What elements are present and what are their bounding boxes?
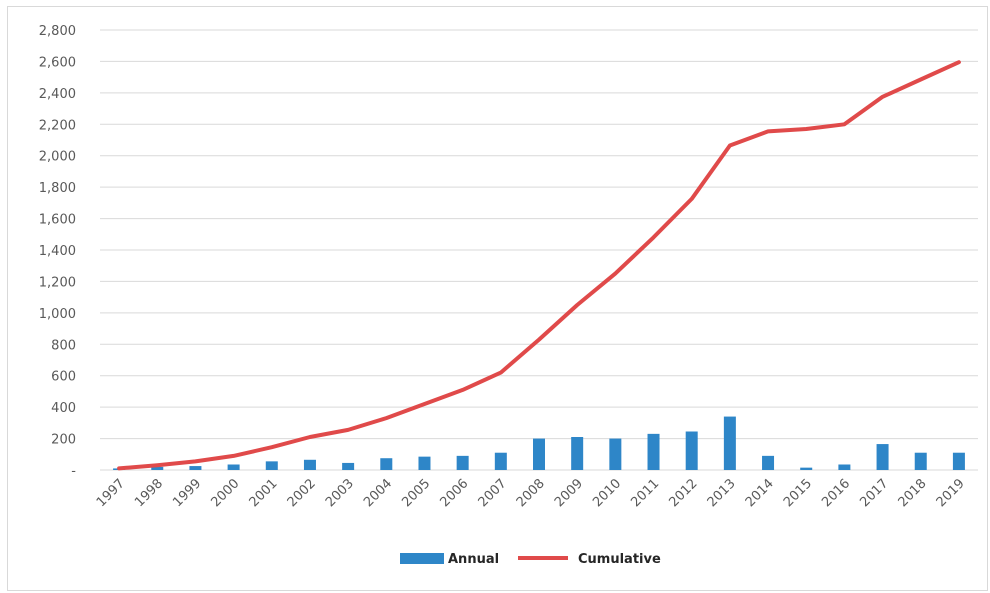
annual-bar: [952, 452, 965, 470]
y-tick-label: 1,000: [39, 307, 76, 322]
legend-swatch-annual: [400, 553, 444, 564]
gridlines: [100, 29, 978, 471]
annual-bar: [533, 438, 545, 470]
x-axis-ticks: 1997 1998 1999 2000 2001 2002 2003 2004 2005 2006…: [94, 476, 968, 510]
annual-bar: [418, 456, 431, 470]
annual-bar: [800, 467, 813, 470]
legend-label-cumulative: Cumulative: [578, 552, 661, 567]
annual-bar: [571, 437, 584, 470]
x-tick-label: 2005: [399, 476, 433, 510]
y-tick-label: 2,000: [39, 150, 76, 165]
y-tick-label: 600: [51, 370, 76, 385]
y-tick-label: 2,200: [39, 118, 76, 133]
x-tick-label: 2009: [552, 476, 586, 510]
x-tick-label: 2017: [857, 476, 891, 510]
y-tick-label: -: [71, 464, 76, 479]
y-tick-label: 200: [51, 433, 76, 448]
annual-bar: [647, 433, 660, 470]
x-tick-label: 2015: [781, 476, 815, 510]
y-axis-ticks: - 200 400 600 800 1,000 1,200 1,400 1,600 1,800 2,…: [39, 24, 77, 479]
y-tick-label: 1,400: [39, 244, 76, 259]
x-tick-label: 2018: [896, 476, 930, 510]
annual-bar: [189, 466, 202, 470]
annual-bar: [723, 416, 736, 470]
annual-bar: [838, 464, 851, 470]
y-tick-label: 1,200: [39, 275, 76, 290]
annual-bar: [914, 452, 927, 470]
annual-bar: [609, 438, 622, 470]
annual-bar: [494, 452, 507, 470]
y-tick-label: 1,600: [39, 213, 76, 228]
y-tick-label: 800: [51, 338, 76, 353]
annual-bar: [456, 455, 469, 470]
cumulative-line-group: [117, 60, 961, 471]
x-tick-label: 2011: [628, 476, 662, 510]
annual-bar: [342, 462, 355, 470]
annual-bar: [762, 455, 775, 470]
x-tick-label: 2019: [934, 476, 968, 510]
annual-bar: [380, 458, 393, 470]
annual-bar: [265, 461, 278, 470]
x-tick-label: 2004: [361, 476, 395, 510]
x-tick-label: 2013: [705, 476, 739, 510]
annual-bars: [113, 416, 965, 470]
x-tick-label: 2002: [285, 476, 319, 510]
chart-frame: [7, 6, 988, 591]
x-tick-label: 1998: [132, 476, 166, 510]
x-tick-label: 1997: [94, 476, 128, 510]
x-tick-label: 2016: [819, 476, 853, 510]
x-tick-label: 2014: [743, 476, 777, 510]
annual-bar: [303, 459, 316, 470]
y-tick-label: 1,800: [39, 181, 76, 196]
cumulative-line: [117, 60, 961, 471]
y-tick-label: 2,800: [39, 24, 76, 39]
x-tick-label: 2012: [667, 476, 701, 510]
annual-bar: [151, 466, 164, 470]
x-tick-label: 1999: [170, 476, 204, 510]
annual-bar: [685, 431, 698, 470]
x-tick-label: 2003: [323, 476, 357, 510]
x-tick-label: 2000: [208, 476, 242, 510]
y-tick-label: 400: [51, 401, 76, 416]
x-tick-label: 2010: [590, 476, 624, 510]
y-tick-label: 2,600: [39, 55, 76, 70]
legend: Annual Cumulative: [400, 552, 661, 567]
y-tick-label: 2,400: [39, 87, 76, 102]
x-tick-label: 2001: [247, 476, 281, 510]
annual-bar: [227, 464, 240, 470]
x-tick-label: 2006: [437, 476, 471, 510]
x-tick-label: 2008: [514, 476, 548, 510]
annual-bar: [876, 444, 889, 470]
legend-label-annual: Annual: [448, 552, 499, 567]
x-tick-label: 2007: [476, 476, 510, 510]
